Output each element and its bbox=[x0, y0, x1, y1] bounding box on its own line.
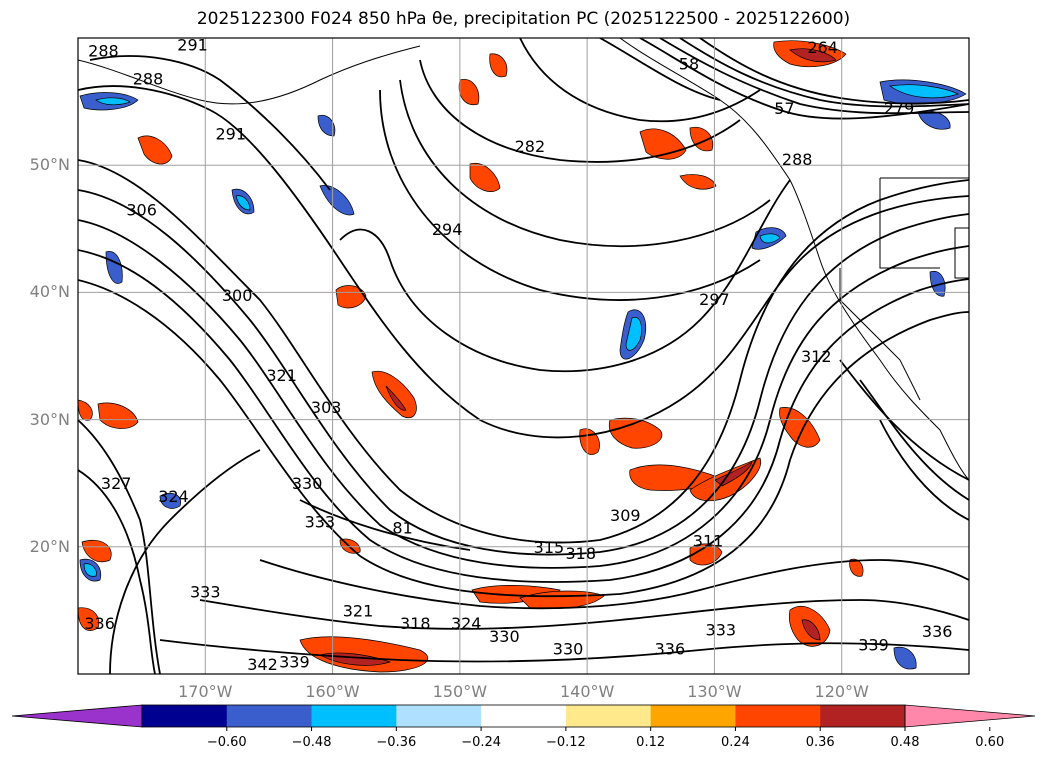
longitude-tick-label: 170°W bbox=[178, 682, 233, 701]
latitude-tick-label: 40°N bbox=[29, 282, 70, 302]
longitude-tick-label: 130°W bbox=[687, 682, 742, 701]
contour-label: 336 bbox=[655, 640, 686, 659]
contour-label: 339 bbox=[858, 636, 889, 655]
longitude-tick-label: 120°W bbox=[814, 682, 869, 701]
contour-label: 309 bbox=[610, 506, 641, 525]
coastlines bbox=[78, 38, 969, 481]
contour-label: 288 bbox=[133, 70, 164, 89]
contour-label: 336 bbox=[84, 614, 115, 633]
contour-label: 81 bbox=[392, 519, 412, 538]
longitude-tick-label: 150°W bbox=[432, 682, 488, 701]
contour-label: 58 bbox=[679, 54, 699, 73]
colorbar-tick-label: −0.36 bbox=[376, 735, 417, 750]
contour-label: 311 bbox=[693, 531, 724, 550]
contour-label: 300 bbox=[222, 286, 253, 305]
contour-label: 342 bbox=[247, 655, 278, 674]
contour-label: 324 bbox=[451, 614, 482, 633]
contour-label: 312 bbox=[801, 347, 832, 366]
contour-label: 288 bbox=[782, 150, 813, 169]
contour-label: 318 bbox=[400, 614, 431, 633]
longitude-tick-label: 160°W bbox=[305, 682, 360, 701]
contour-label: 330 bbox=[489, 627, 520, 646]
contour-label: 291 bbox=[215, 124, 246, 143]
theta-e-contours bbox=[78, 38, 969, 674]
colorbar-tick-label: 0.60 bbox=[975, 735, 1005, 750]
colorbar-tick-label: 0.48 bbox=[890, 735, 920, 750]
gridlines bbox=[78, 38, 969, 674]
contour-label: 291 bbox=[177, 35, 208, 54]
latitude-tick-label: 30°N bbox=[29, 409, 70, 429]
contour-label: 327 bbox=[101, 474, 132, 493]
contour-label: 297 bbox=[699, 290, 730, 309]
contour-label: 321 bbox=[266, 366, 297, 385]
contour-label: 315 bbox=[534, 538, 565, 557]
colorbar-tick-label: −0.24 bbox=[461, 735, 502, 750]
contour-label: 288 bbox=[88, 42, 119, 61]
colorbar-tick-label: 0.36 bbox=[805, 735, 835, 750]
colorbar-tick-label: 0.12 bbox=[636, 735, 666, 750]
contour-label: 330 bbox=[553, 640, 584, 659]
colorbar-tick-label: 0.24 bbox=[720, 735, 750, 750]
contour-label: 321 bbox=[343, 601, 374, 620]
precipitation-shading bbox=[78, 40, 967, 673]
map-frame bbox=[77, 37, 970, 675]
contour-label: 333 bbox=[706, 620, 737, 639]
contour-label: 294 bbox=[432, 220, 463, 239]
contour-label: 339 bbox=[279, 652, 310, 671]
contour-label: 318 bbox=[566, 544, 597, 563]
map-title: 2025122300 F024 850 hPa θe, precipitatio… bbox=[196, 9, 851, 29]
contour-label: 57 bbox=[774, 99, 794, 118]
latitude-tick-label: 50°N bbox=[29, 155, 70, 175]
colorbar-tick-label: −0.60 bbox=[206, 735, 247, 750]
contour-label: 333 bbox=[190, 582, 221, 601]
contour-label: 336 bbox=[922, 622, 953, 641]
latitude-tick-label: 20°N bbox=[29, 536, 70, 556]
contour-label: 282 bbox=[515, 137, 546, 156]
contour-label: 306 bbox=[126, 201, 157, 220]
contour-label: 279 bbox=[884, 99, 915, 118]
contour-label: 330 bbox=[292, 474, 323, 493]
contour-labels: 288 291 288 291 306 300 321 303 327 324 330 333 81 30… bbox=[84, 35, 953, 674]
contour-label: 333 bbox=[305, 512, 336, 531]
longitude-tick-label: 140°W bbox=[559, 682, 615, 701]
contour-label: 303 bbox=[311, 398, 342, 417]
colorbar-tick-label: −0.12 bbox=[545, 735, 586, 750]
contour-label: 264 bbox=[807, 38, 838, 57]
colorbar-tick-label: −0.48 bbox=[291, 735, 332, 750]
contour-label: 324 bbox=[158, 487, 189, 506]
